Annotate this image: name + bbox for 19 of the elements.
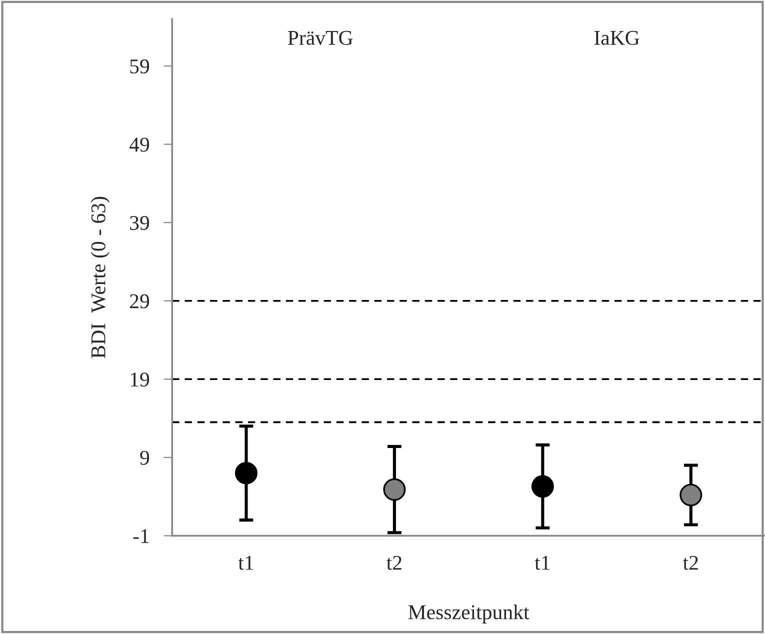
annotation: IaKG [594, 30, 640, 45]
y-tick-label: 9 [140, 450, 150, 465]
x-tick-label: t1 [534, 556, 550, 570]
y-tick-label: 19 [130, 372, 150, 387]
x-tick-label: t2 [682, 556, 698, 570]
x-tick-label: t1 [238, 556, 254, 570]
y-tick-label: -1 [133, 529, 149, 543]
point [383, 478, 406, 501]
point [531, 475, 554, 498]
y-tick-label: 49 [129, 138, 150, 152]
x-axis-title: Messzeitpunkt [408, 604, 530, 624]
y-tick-label: 59 [130, 59, 150, 74]
x-tick-label: t2 [386, 556, 402, 570]
annotation: PrävTG [288, 30, 353, 45]
y-tick-label: 39 [130, 216, 150, 230]
y-tick-label: 29 [130, 294, 150, 308]
y-axis-title: BDI Werte (0 - 63) [90, 196, 110, 358]
point [234, 462, 258, 484]
point [680, 484, 702, 506]
